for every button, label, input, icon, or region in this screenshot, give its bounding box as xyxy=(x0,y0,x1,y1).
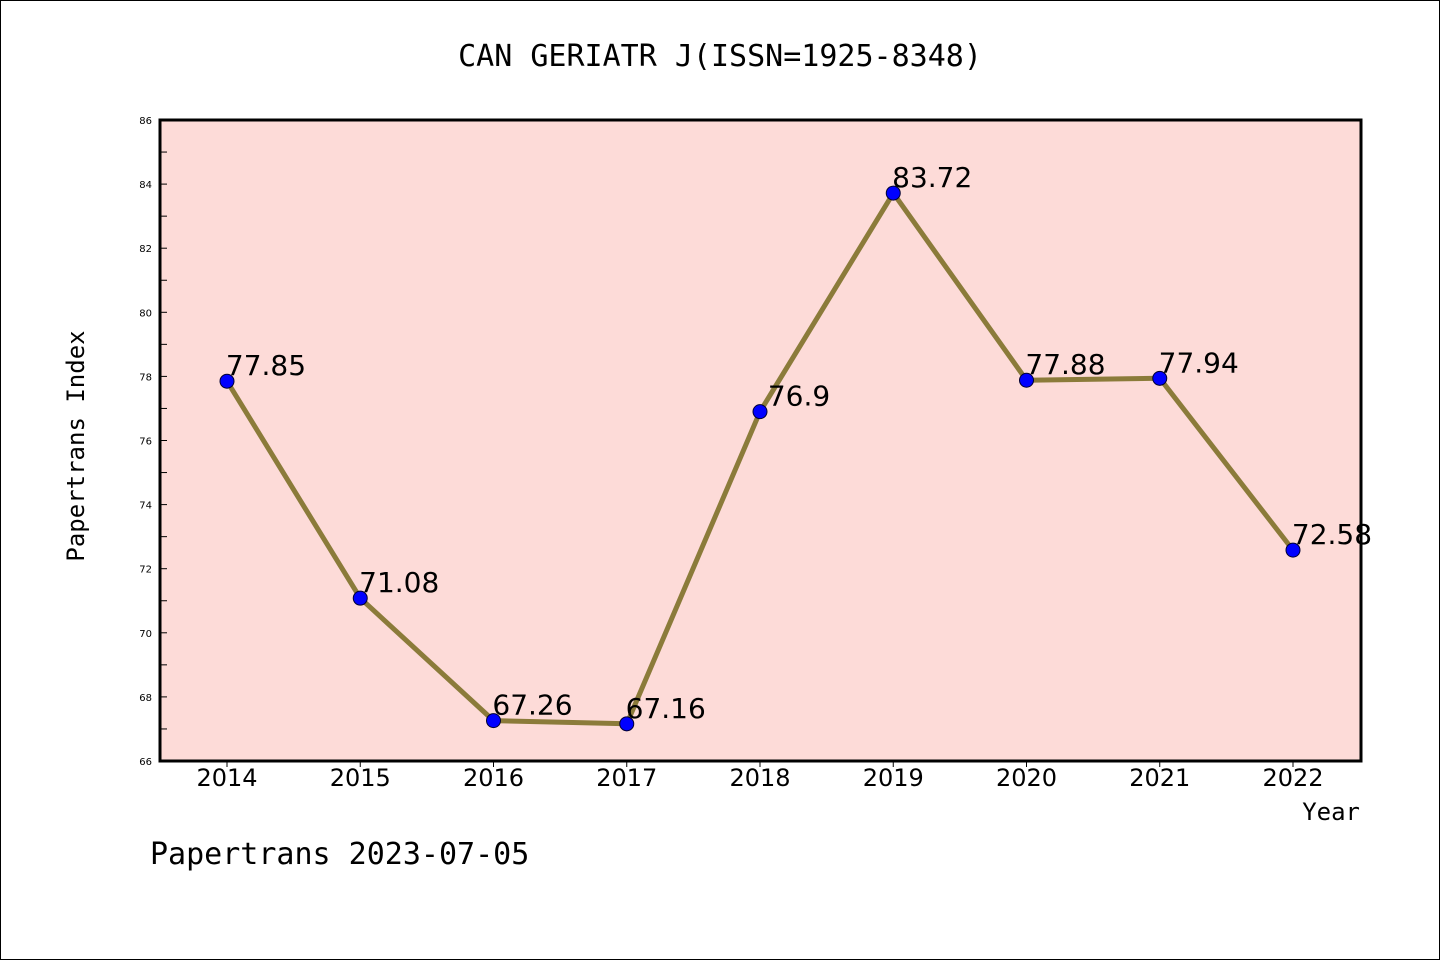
x-tick-label: 2017 xyxy=(596,764,657,792)
data-label-2014: 77.85 xyxy=(226,349,306,382)
y-tick-label: 84 xyxy=(139,180,152,191)
x-tick-label: 2016 xyxy=(463,764,524,792)
data-point-2016 xyxy=(486,713,501,729)
data-label-2021: 77.94 xyxy=(1159,346,1239,379)
data-labels: 77.85 71.08 67.26 67.16 76.9 83.72 77.88 77.94 7… xyxy=(226,161,1372,725)
plot-area xyxy=(158,118,1363,763)
y-axis: 66 68 70 72 74 76 78 80 82 84 86 xyxy=(139,116,167,768)
data-point-2018 xyxy=(752,404,768,420)
data-point-2015 xyxy=(352,590,368,606)
y-tick-label: 70 xyxy=(139,629,152,640)
data-label-2020: 77.88 xyxy=(1025,348,1105,381)
y-tick-label: 76 xyxy=(139,437,152,448)
x-tick-label: 2021 xyxy=(1129,764,1190,792)
x-tick-label: 2022 xyxy=(1262,764,1323,792)
data-point-2014 xyxy=(219,373,235,389)
x-axis-label: Year xyxy=(1302,798,1360,826)
data-label-2022: 72.58 xyxy=(1292,518,1372,551)
y-tick-label: 78 xyxy=(139,372,152,383)
data-label-2017: 67.16 xyxy=(626,692,706,725)
chart-title: CAN GERIATR J(ISSN=1925-8348) xyxy=(458,39,982,74)
data-label-2019: 83.72 xyxy=(892,161,972,194)
data-point-2021 xyxy=(1152,370,1168,386)
y-tick-label: 66 xyxy=(139,757,152,768)
data-label-2016: 67.26 xyxy=(492,689,572,722)
data-label-2015: 71.08 xyxy=(359,566,439,599)
x-tick-label: 2018 xyxy=(729,764,790,792)
x-tick-label: 2020 xyxy=(996,764,1057,792)
y-tick-label: 80 xyxy=(139,308,152,319)
x-tick-label: 2019 xyxy=(863,764,924,792)
y-tick-label: 86 xyxy=(139,116,152,127)
y-tick-label: 74 xyxy=(139,501,152,512)
data-markers xyxy=(219,185,1301,732)
x-axis: 2014 2015 2016 2017 2018 2019 2020 2021 2022 xyxy=(196,761,1324,792)
data-label-2018: 76.9 xyxy=(768,380,830,413)
x-tick-label: 2014 xyxy=(196,764,257,792)
data-point-2022 xyxy=(1285,542,1301,558)
x-tick-label: 2015 xyxy=(330,764,391,792)
y-axis-label: Papertrans Index xyxy=(62,330,90,561)
data-point-2019 xyxy=(885,185,901,201)
data-point-2020 xyxy=(1019,372,1034,388)
data-point-2017 xyxy=(619,716,635,732)
watermark-text: Papertrans 2023-07-05 xyxy=(150,837,529,872)
y-tick-label: 68 xyxy=(139,693,152,704)
y-tick-label: 82 xyxy=(139,244,152,255)
y-tick-label: 72 xyxy=(139,565,152,576)
